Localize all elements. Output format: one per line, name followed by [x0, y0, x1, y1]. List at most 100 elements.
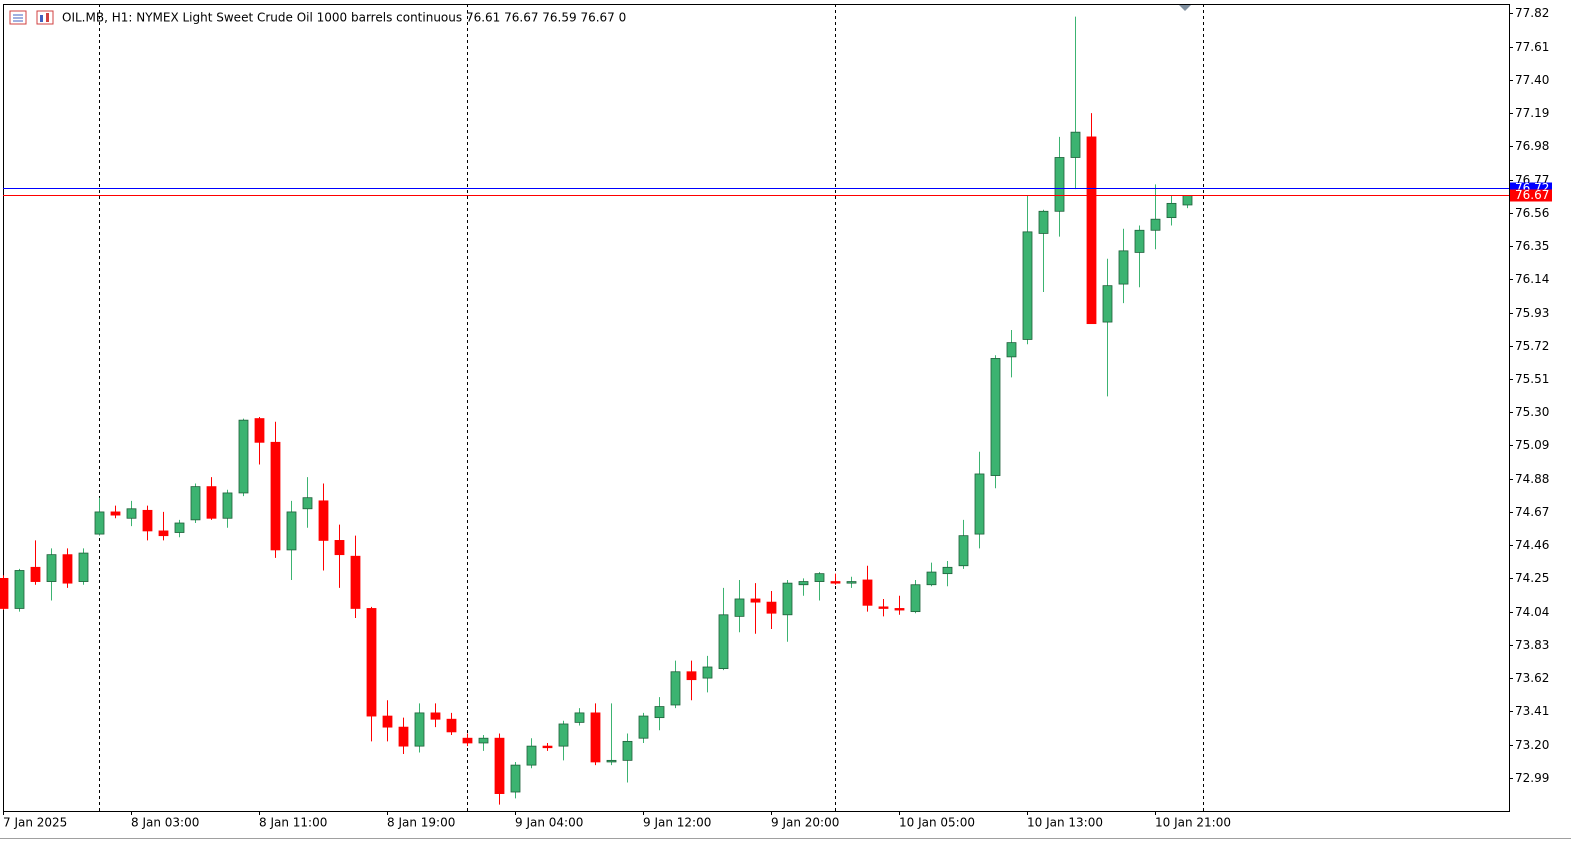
y-tick-label: 76.14 [1515, 272, 1549, 286]
y-tick-label: 73.41 [1515, 704, 1549, 718]
candle-body [238, 419, 249, 494]
y-tick-label: 73.20 [1515, 738, 1549, 752]
candle-body [494, 737, 505, 794]
icon [36, 10, 54, 25]
candle-body [766, 601, 777, 614]
candle-body [350, 555, 361, 609]
candle-body [14, 570, 25, 609]
candle-body [638, 715, 649, 739]
candle-body [654, 706, 665, 719]
candle-body [958, 535, 969, 567]
shift-marker [1179, 5, 1191, 11]
header-icons [9, 10, 54, 25]
candle-body [606, 759, 617, 763]
candle-body [1054, 157, 1065, 212]
candle-body [1134, 229, 1145, 253]
candle-body [686, 671, 697, 681]
candle-body [894, 608, 905, 611]
x-tick-label: 9 Jan 04:00 [515, 816, 583, 830]
y-tick-label: 76.98 [1515, 139, 1549, 153]
x-tick-label: 9 Jan 20:00 [771, 816, 839, 830]
candle-body [1086, 136, 1097, 325]
candle-body [782, 582, 793, 616]
x-tick-label: 9 Jan 12:00 [643, 816, 711, 830]
x-tick-label: 8 Jan 11:00 [259, 816, 327, 830]
candle-body [414, 712, 425, 747]
candle-body [622, 740, 633, 761]
y-tick-label: 73.83 [1515, 638, 1549, 652]
candle-body [206, 486, 217, 519]
y-tick-label: 77.61 [1515, 40, 1549, 54]
candle-body [718, 614, 729, 669]
y-tick-label: 75.09 [1515, 438, 1549, 452]
candle-body [222, 492, 233, 519]
candle-body [830, 581, 841, 584]
candle-body [366, 608, 377, 717]
x-tick-label: 8 Jan 19:00 [387, 816, 455, 830]
candle-body [0, 577, 9, 609]
candle-body [302, 497, 313, 510]
candle-body [62, 554, 73, 584]
candle-body [670, 671, 681, 706]
candle-body [542, 745, 553, 749]
candle-body [734, 598, 745, 617]
candle-body [702, 666, 713, 679]
candle-body [862, 579, 873, 606]
y-tick-label: 73.62 [1515, 671, 1549, 685]
y-tick-label: 75.51 [1515, 372, 1549, 386]
candle-body [590, 712, 601, 763]
candle-body [526, 745, 537, 766]
candle-body [798, 581, 809, 586]
y-tick-label: 77.19 [1515, 106, 1549, 120]
candle-body [1022, 231, 1033, 340]
y-tick-label: 75.93 [1515, 306, 1549, 320]
candle-body [382, 715, 393, 728]
y-tick-label: 75.30 [1515, 405, 1549, 419]
candle-body [750, 598, 761, 603]
candle-body [142, 509, 153, 532]
candle-body [926, 571, 937, 586]
candle-body [1182, 195, 1193, 206]
candle-body [510, 764, 521, 793]
y-tick-label: 74.46 [1515, 538, 1549, 552]
candle-body [1070, 131, 1081, 158]
y-tick-label: 74.88 [1515, 472, 1549, 486]
candle-body [558, 723, 569, 747]
plot-frame [3, 4, 1510, 812]
candle-body [910, 584, 921, 613]
icon [40, 15, 43, 22]
y-tick-label: 76.56 [1515, 206, 1549, 220]
price-label-bg [1510, 189, 1552, 202]
candle-body [334, 540, 345, 556]
candle-body [78, 552, 89, 582]
candle-body [318, 500, 329, 541]
candle-body [574, 712, 585, 723]
price-label: 76.67 [1515, 188, 1549, 202]
candle-body [846, 581, 857, 584]
y-tick-label: 77.40 [1515, 73, 1549, 87]
candle-body [1150, 218, 1161, 231]
candle-body [30, 566, 41, 582]
candle-body [1102, 285, 1113, 323]
candle-body [174, 522, 185, 533]
candle-body [110, 511, 121, 516]
candle-body [814, 573, 825, 582]
candle-body [1006, 342, 1017, 358]
candle-body [990, 358, 1001, 476]
candle-body [942, 566, 953, 575]
candle-body [462, 737, 473, 744]
candle-body [158, 530, 169, 537]
y-tick-label: 74.67 [1515, 505, 1549, 519]
candle-body [270, 441, 281, 551]
y-tick-label: 76.35 [1515, 239, 1549, 253]
x-tick-label: 7 Jan 2025 [3, 816, 67, 830]
candle-body [430, 712, 441, 720]
candle-body [974, 473, 985, 535]
candle-body [1166, 202, 1177, 219]
candle-body [878, 606, 889, 609]
candle-body [94, 511, 105, 535]
x-tick-label: 10 Jan 21:00 [1155, 816, 1231, 830]
